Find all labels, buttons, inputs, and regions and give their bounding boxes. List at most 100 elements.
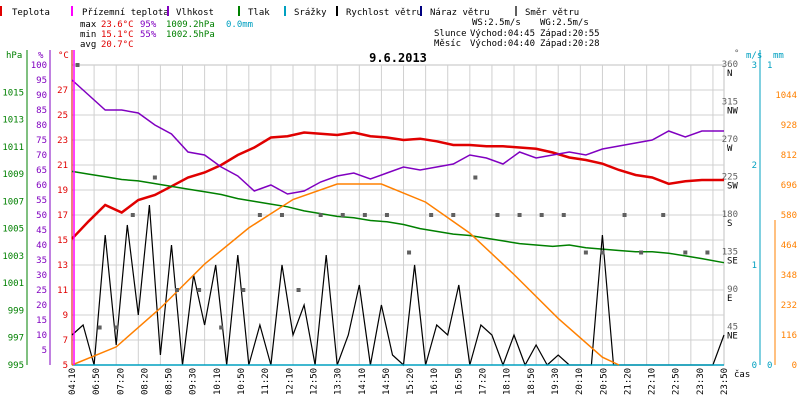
wind-direction-point xyxy=(174,288,179,292)
tick-label-pct: 80 xyxy=(36,121,47,131)
tick-label-deg: 315 xyxy=(722,98,738,108)
x-tick-label: 10:10 xyxy=(213,368,223,395)
tick-label-solar: 348 xyxy=(781,271,797,281)
wind-direction-point xyxy=(97,325,102,330)
x-tick-label: 19:30 xyxy=(551,368,561,395)
tick-label-ms: 1 xyxy=(752,261,757,271)
tick-label-deg: 225 xyxy=(722,173,738,183)
tick-label-compass: W xyxy=(727,144,733,154)
wind-direction-point xyxy=(539,213,544,217)
tick-label-temp: 15 xyxy=(57,236,68,246)
tick-label-temp: 11 xyxy=(57,286,68,296)
wind-gust-info: WG:2.5m/s xyxy=(540,18,589,28)
wind-direction-point xyxy=(279,213,284,217)
legend-label: Tlak xyxy=(248,8,270,18)
x-tick-label: 14:50 xyxy=(382,368,392,395)
tick-label-solar: 696 xyxy=(781,181,797,191)
wind-direction-point xyxy=(241,288,246,292)
wind-direction-point xyxy=(257,213,262,217)
legend-item-vlhkost: Vlhkost xyxy=(167,6,214,18)
sunrise-time: Východ:04:45 xyxy=(470,29,535,39)
stats-min-label: min xyxy=(80,30,96,40)
tick-label-deg: 90 xyxy=(727,285,738,295)
wind-direction-point xyxy=(340,213,345,217)
legend-label: Vlhkost xyxy=(176,8,214,18)
x-tick-label: 18:50 xyxy=(527,368,537,395)
wind-direction-point xyxy=(429,213,434,217)
legend-item-rychlost-vetru: Rychlost větru xyxy=(336,6,422,18)
wind-direction-point xyxy=(318,213,323,217)
stats-max-hum: 95% xyxy=(140,20,157,30)
wind-direction-point xyxy=(75,63,80,67)
tick-label-compass: SW xyxy=(727,182,738,192)
tick-label-temp: 19 xyxy=(57,186,68,196)
x-tick-label: 12:10 xyxy=(285,368,295,395)
axis-unit-deg: ° xyxy=(734,49,739,59)
x-tick-label: 21:20 xyxy=(623,368,633,395)
tick-label-temp: 7 xyxy=(63,336,68,346)
tick-label-hpa: 1001 xyxy=(2,279,24,289)
tick-label-solar: 1044 xyxy=(775,91,797,101)
tick-label-temp: 23 xyxy=(57,136,68,146)
wind-direction-point xyxy=(639,250,644,255)
chart-title: 9.6.2013 xyxy=(369,51,427,65)
legend-item-smer-vetru: Směr větru xyxy=(515,6,579,18)
tick-label-deg: 270 xyxy=(722,135,738,145)
x-tick-label: 14:10 xyxy=(358,368,368,395)
wind-direction-point xyxy=(451,213,456,217)
sun-label: Slunce xyxy=(434,29,467,39)
legend-label: Přízemní teplota xyxy=(82,8,169,18)
tick-label-solar: 580 xyxy=(781,211,797,221)
legend-label: Náraz větru xyxy=(430,8,490,18)
legend-label: Směr větru xyxy=(525,8,579,18)
tick-label-compass: S xyxy=(727,219,732,229)
tick-label-temp: 21 xyxy=(57,161,68,171)
tick-label-mm: 0 xyxy=(767,361,772,371)
stats-max-rain: 0.0mm xyxy=(226,20,253,30)
wind-direction-point xyxy=(583,250,588,255)
axis-unit-ms: m/s xyxy=(746,51,762,61)
tick-label-compass: NW xyxy=(727,107,738,117)
x-tick-label: 23:30 xyxy=(696,368,706,395)
tick-label-pct: 95 xyxy=(36,76,47,86)
wind-direction-point xyxy=(296,288,301,292)
tick-label-hpa: 1009 xyxy=(2,170,24,180)
tick-label-pct: 90 xyxy=(36,91,47,101)
x-tick-label: 16:10 xyxy=(430,368,440,395)
x-tick-label: 20:10 xyxy=(575,368,585,395)
x-tick-label: 15:20 xyxy=(406,368,416,395)
wind-direction-point xyxy=(600,250,605,255)
tick-label-pct: 60 xyxy=(36,181,47,191)
tick-label-pct: 40 xyxy=(36,241,47,251)
stats-max-label: max xyxy=(80,20,97,30)
x-tick-label: 17:20 xyxy=(479,368,489,395)
legend-label: Srážky xyxy=(294,8,327,18)
x-tick-label: 08:50 xyxy=(165,368,175,395)
tick-label-temp: 17 xyxy=(57,211,68,221)
tick-label-pct: 25 xyxy=(36,286,47,296)
stats-max-temp: 23.6°C xyxy=(101,20,134,30)
tick-label-pct: 100 xyxy=(31,61,47,71)
wind-direction-point xyxy=(661,213,666,217)
tick-label-pct: 70 xyxy=(36,151,47,161)
tick-label-ms: 0 xyxy=(752,361,757,371)
x-tick-label: 09:30 xyxy=(189,368,199,395)
wind-direction-point xyxy=(152,175,157,180)
stats-avg-label: avg xyxy=(80,40,96,50)
tick-label-pct: 75 xyxy=(36,136,47,146)
tick-label-deg: 180 xyxy=(722,210,738,220)
tick-label-ms: 2 xyxy=(752,161,757,171)
tick-label-compass: E xyxy=(727,294,732,304)
tick-label-pct: 55 xyxy=(36,196,47,206)
wind-direction-point xyxy=(114,325,119,330)
tick-label-hpa: 1007 xyxy=(2,197,24,207)
wind-direction-point xyxy=(473,175,478,180)
tick-label-hpa: 995 xyxy=(8,361,24,371)
tick-label-compass: N xyxy=(727,69,732,79)
tick-label-solar: 0 xyxy=(792,361,797,371)
legend-label: Teplota xyxy=(12,8,50,18)
wind-direction-point xyxy=(384,213,389,217)
stats-min-temp: 15.1°C xyxy=(101,30,134,40)
